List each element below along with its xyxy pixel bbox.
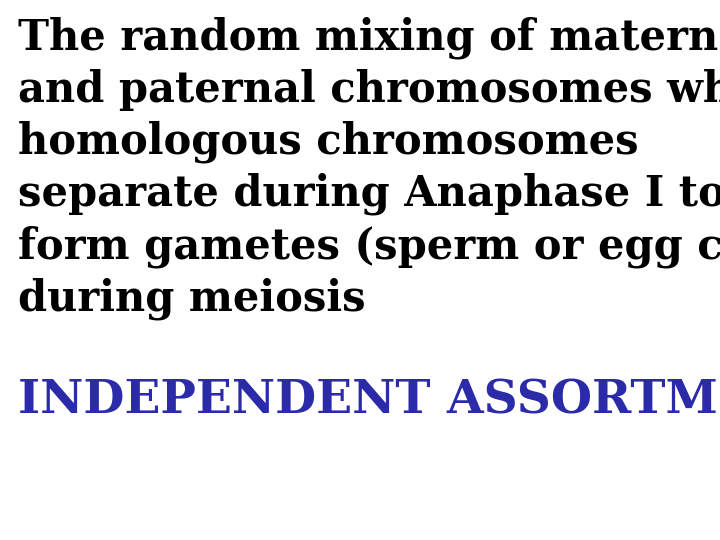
Text: The random mixing of maternal
and paternal chromosomes when
homologous chromosom: The random mixing of maternal and patern… xyxy=(18,16,720,320)
Text: INDEPENDENT ASSORTMENT: INDEPENDENT ASSORTMENT xyxy=(18,378,720,424)
